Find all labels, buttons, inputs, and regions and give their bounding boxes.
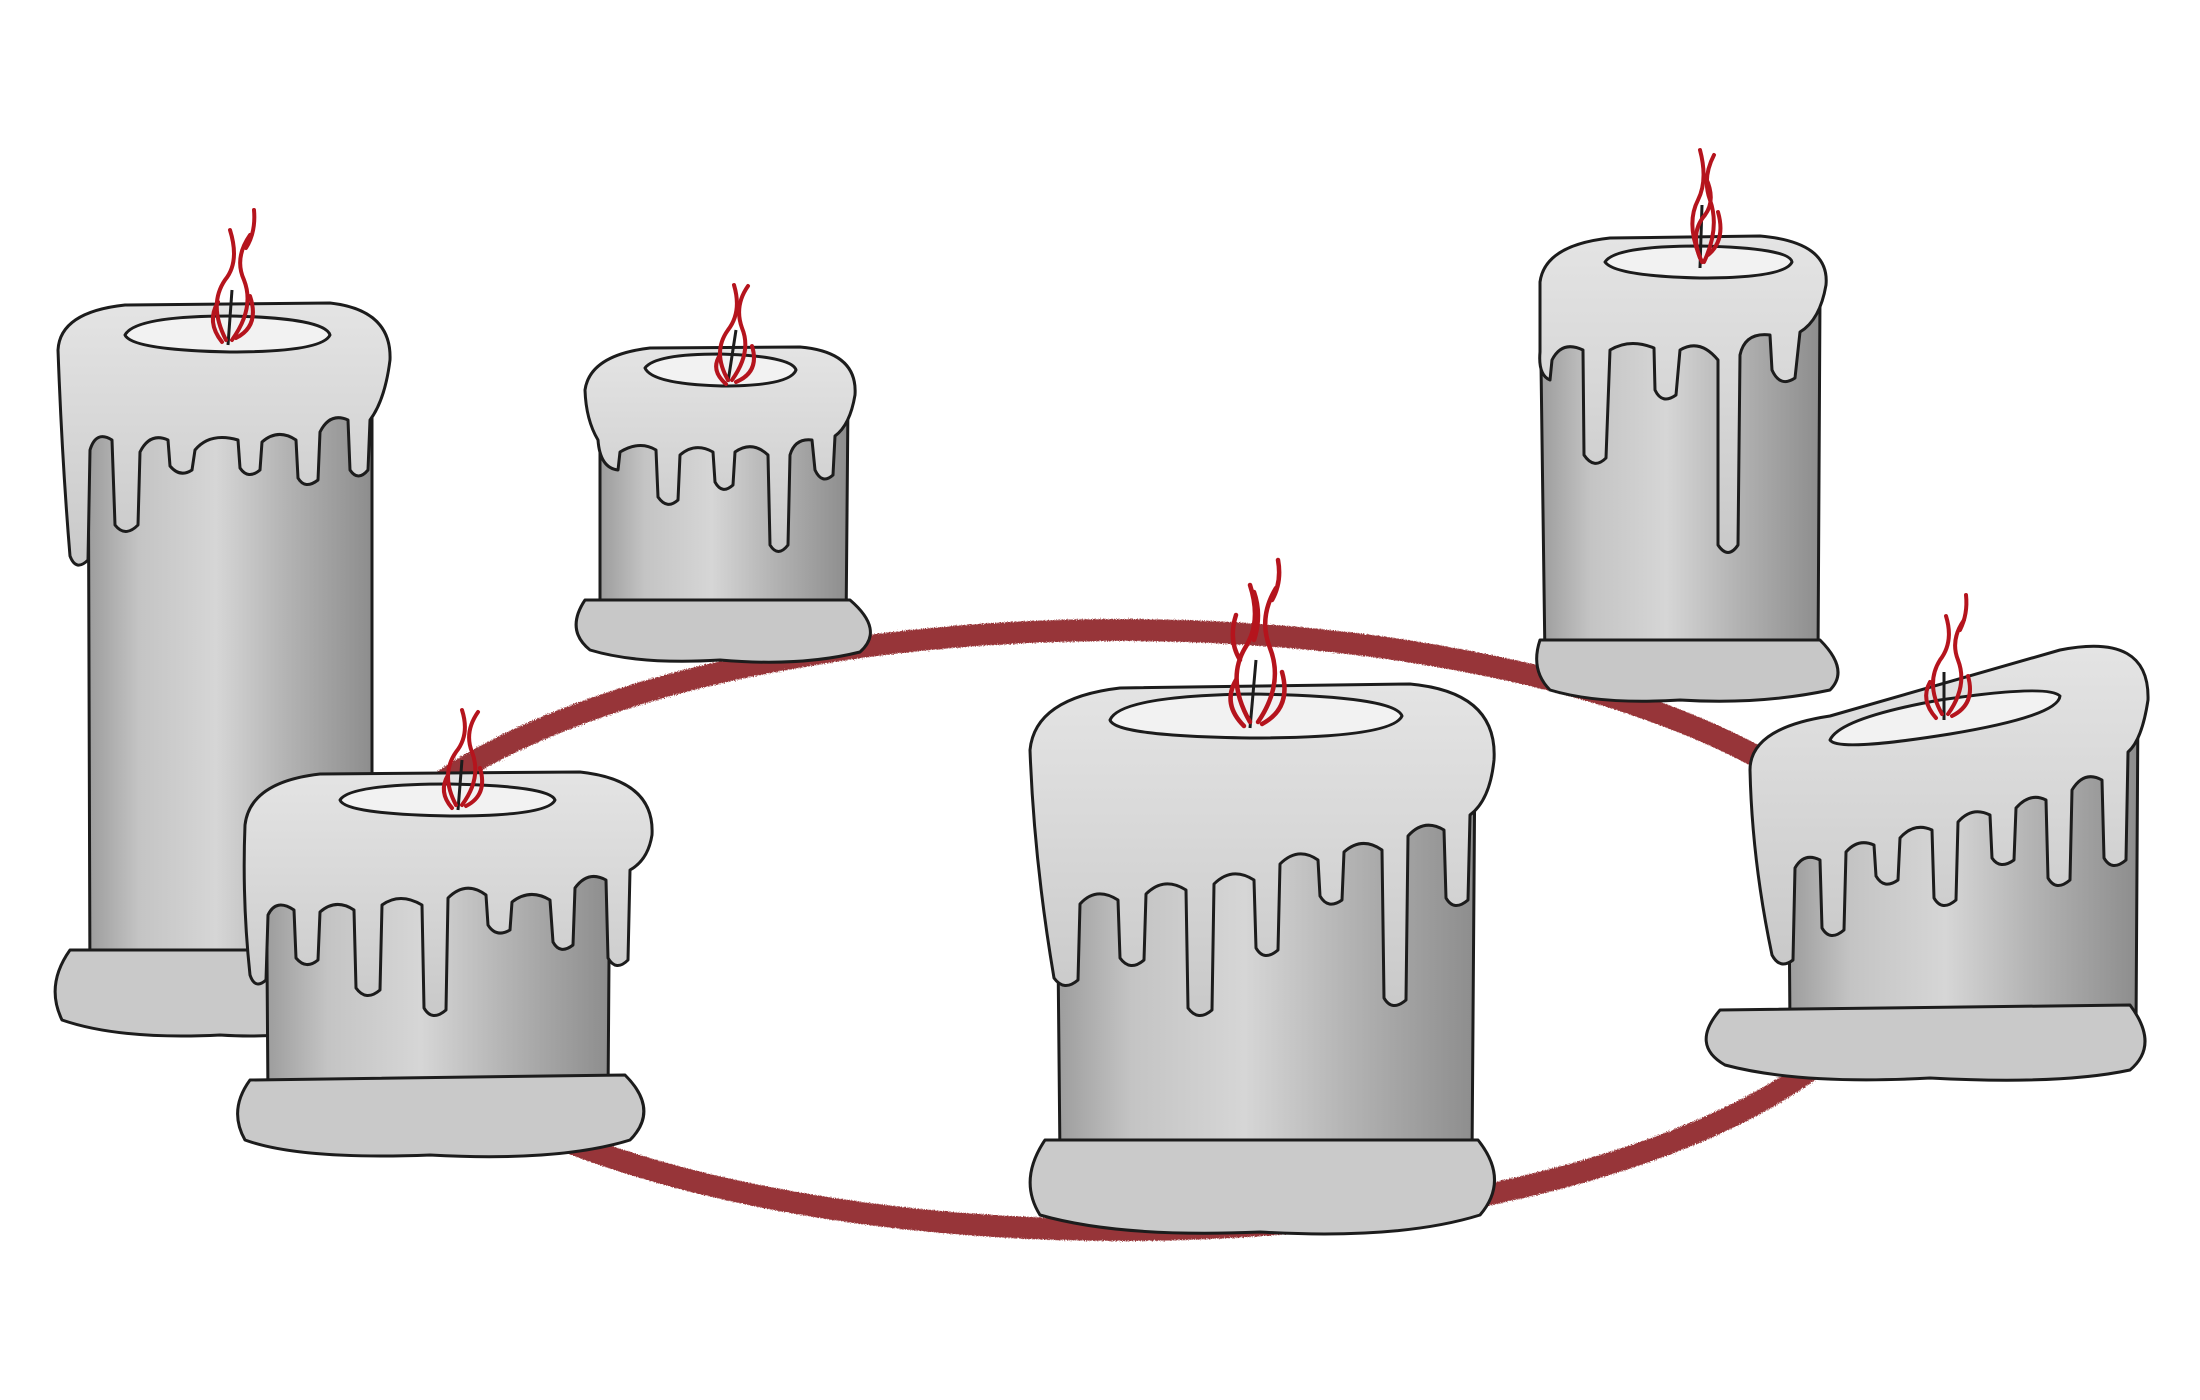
flame-tall-left [210, 208, 257, 344]
flame-small-front-left [441, 708, 485, 810]
candle-small-front-left [236, 759, 654, 1159]
candle-back-right [1535, 204, 1840, 703]
flame-back-right [1690, 148, 1723, 264]
flame-large-center [1228, 557, 1287, 729]
candle-large-center [1028, 659, 1496, 1236]
candle-tall-left [53, 289, 392, 1038]
flame-front-right [1924, 593, 1972, 720]
candle-front-right [1704, 644, 2150, 1082]
candle-small-back [574, 329, 872, 664]
flame-small-back [714, 283, 756, 386]
